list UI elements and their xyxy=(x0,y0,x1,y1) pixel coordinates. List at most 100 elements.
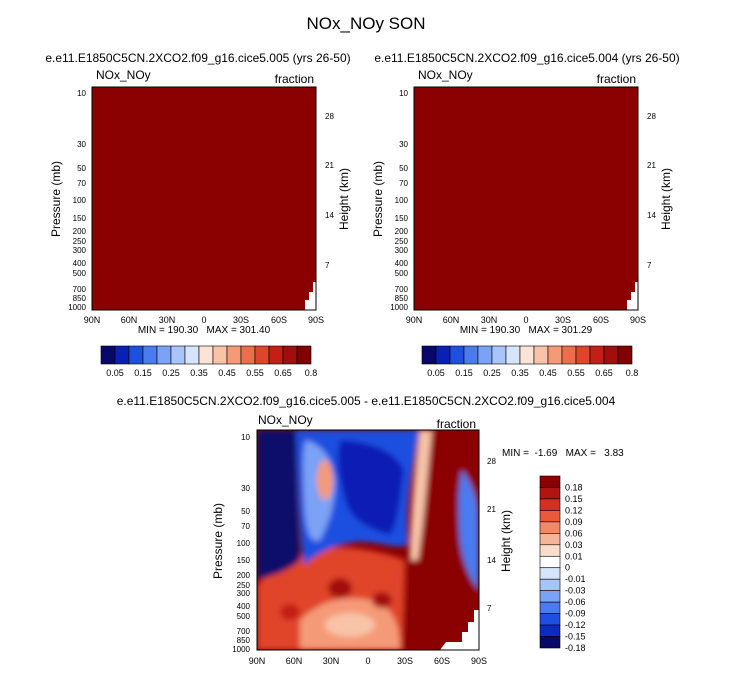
diff-region-strat-orange xyxy=(317,460,333,500)
panel-case1-ktick-21: 21 xyxy=(325,161,334,170)
colorbar-case2-label: 0.55 xyxy=(567,368,585,378)
panel-case2-ptick-10: 10 xyxy=(399,89,408,98)
panel-diff-ptick-700: 700 xyxy=(237,627,251,636)
panel-case2-pressure-label: Pressure (mb) xyxy=(371,161,385,237)
panel-diff-ptick-200: 200 xyxy=(237,571,251,580)
colorbar-diff-label: 0.06 xyxy=(565,528,583,538)
colorbar-case1-label: 0.25 xyxy=(162,368,180,378)
panel-diff-xtick-30n: 30N xyxy=(323,656,340,666)
panel-diff-variable-label: NOx_NOy xyxy=(258,413,313,427)
diff-region-south-blue xyxy=(458,470,479,590)
panel-case2: e.e11.E1850C5CN.2XCO2.f09_g16.cice5.004 … xyxy=(371,51,680,336)
panel-case2-minmax: MIN = 190.30 MAX = 301.29 xyxy=(460,325,593,336)
panel-case2-units-label: fraction xyxy=(597,72,636,86)
panel-diff-xtick-0: 0 xyxy=(365,656,370,666)
panel-case1-subtitle: e.e11.E1850C5CN.2XCO2.f09_g16.cice5.005 … xyxy=(45,51,350,65)
colorbar-diff-label: -0.01 xyxy=(565,574,586,584)
colorbar-case2-label: 0.15 xyxy=(455,368,473,378)
panel-diff-ptick-10: 10 xyxy=(241,433,250,442)
panel-case1-height-label: Height (km) xyxy=(337,168,351,230)
panel-case1-ptick-150: 150 xyxy=(73,214,87,223)
panel-case2-xtick-30s: 30S xyxy=(555,315,571,325)
panel-case1-xtick-90n: 90N xyxy=(84,315,101,325)
colorbar-diff-label: 0.09 xyxy=(565,517,583,527)
panel-diff-ptick-70: 70 xyxy=(241,522,250,531)
panel-case1-xtick-30s: 30S xyxy=(233,315,249,325)
diff-region-polar-blue xyxy=(257,430,300,580)
diff-region-strat-darkblue xyxy=(337,440,404,535)
colorbar-diff-label: -0.06 xyxy=(565,597,586,607)
colorbar-case2-label: 0.8 xyxy=(626,368,639,378)
panel-case1-ptick-30: 30 xyxy=(77,140,86,149)
panel-case1-frame xyxy=(91,86,317,311)
panel-diff-ptick-100: 100 xyxy=(237,539,251,548)
panel-case2-ptick-400: 400 xyxy=(395,259,409,268)
colorbar-diff-swatch xyxy=(539,624,561,637)
panel-case1-height-ticks: 28 21 14 7 xyxy=(325,112,334,270)
colorbar-case2-label: 0.45 xyxy=(539,368,557,378)
colorbar-diff-label: 0.18 xyxy=(565,482,583,492)
colorbar-case1-swatch xyxy=(100,345,116,365)
panel-diff: e.e11.E1850C5CN.2XCO2.f09_g16.cice5.005 … xyxy=(117,394,624,666)
panel-diff-x-ticks: 90N 60N 30N 0 30S 60S 90S xyxy=(249,656,487,666)
panel-case1-ptick-200: 200 xyxy=(73,227,87,236)
colorbar-case2-label: 0.05 xyxy=(427,368,445,378)
panel-case1-x-ticks: 90N 60N 30N 0 30S 60S 90S xyxy=(84,315,324,325)
panel-diff-xtick-60s: 60S xyxy=(434,656,450,666)
panel-diff-pressure-label: Pressure (mb) xyxy=(211,503,225,579)
colorbar-case1: 0.05 0.15 0.25 0.35 0.45 0.55 0.65 0.8 xyxy=(100,345,317,378)
panel-case2-ptick-700: 700 xyxy=(395,285,409,294)
panel-case2-xtick-0: 0 xyxy=(523,315,528,325)
panel-case2-ptick-100: 100 xyxy=(395,196,409,205)
colorbar-diff-swatch xyxy=(539,498,561,511)
panel-case2-xtick-60s: 60S xyxy=(593,315,609,325)
colorbar-diff-swatch xyxy=(539,475,561,488)
colorbar-case2-swatch xyxy=(505,345,521,365)
colorbar-case2-swatch xyxy=(421,345,437,365)
colorbar-case1-swatch xyxy=(296,345,312,365)
panel-diff-field xyxy=(257,430,479,650)
panel-case2-ptick-250: 250 xyxy=(395,237,409,246)
colorbar-diff-swatch xyxy=(539,555,561,569)
panel-case2-ktick-7: 7 xyxy=(647,261,652,270)
panel-case1-xtick-0: 0 xyxy=(201,315,206,325)
panel-case1-ktick-7: 7 xyxy=(325,261,330,270)
panel-diff-ptick-50: 50 xyxy=(241,507,250,516)
panel-case2-variable-label: NOx_NOy xyxy=(418,68,473,82)
panel-case1: e.e11.E1850C5CN.2XCO2.f09_g16.cice5.005 … xyxy=(45,51,351,336)
colorbar-case1-swatch xyxy=(128,345,144,365)
panel-diff-ptick-250: 250 xyxy=(237,581,251,590)
colorbar-case1-swatch xyxy=(282,345,298,365)
colorbar-diff-swatch xyxy=(539,578,561,591)
panel-diff-minmax: MIN = -1.69 MAX = 3.83 xyxy=(502,448,624,459)
panel-diff-height-label: Height (km) xyxy=(499,510,513,572)
colorbar-diff-label: 0.12 xyxy=(565,505,583,515)
colorbar-case1-swatch xyxy=(240,345,256,365)
panel-diff-xtick-30s: 30S xyxy=(397,656,413,666)
panel-diff-ptick-150: 150 xyxy=(237,556,251,565)
panel-diff-ptick-850: 850 xyxy=(237,636,251,645)
colorbar-case1-swatch xyxy=(142,345,158,365)
panel-diff-ptick-500: 500 xyxy=(237,612,251,621)
panel-case1-ktick-28: 28 xyxy=(325,112,334,121)
panel-case1-variable-label: NOx_NOy xyxy=(96,68,151,82)
colorbar-case2-swatch xyxy=(435,345,451,365)
panel-case2-field xyxy=(414,87,638,310)
colorbar-case2-label: 0.65 xyxy=(595,368,613,378)
colorbar-diff-label: -0.18 xyxy=(565,643,586,653)
colorbar-case1-swatch xyxy=(254,345,270,365)
colorbar-case1-label: 0.15 xyxy=(134,368,152,378)
colorbar-case1-swatch xyxy=(156,345,172,365)
colorbar-case1-label: 0.45 xyxy=(218,368,236,378)
panel-diff-pressure-ticks: 10 30 50 70 100 150 200 250 300 400 500 … xyxy=(232,433,250,654)
colorbar-case2-swatch xyxy=(477,345,493,365)
colorbar-case2-swatch xyxy=(603,345,619,365)
panel-case1-pressure-label: Pressure (mb) xyxy=(49,161,63,237)
panel-case2-ptick-30: 30 xyxy=(399,140,408,149)
colorbar-case2-swatch xyxy=(533,345,549,365)
figure-title: NOx_NOy SON xyxy=(306,14,425,33)
colorbar-case1-swatch xyxy=(170,345,186,365)
panel-case2-ptick-500: 500 xyxy=(395,269,409,278)
panel-diff-subtitle: e.e11.E1850C5CN.2XCO2.f09_g16.cice5.005 … xyxy=(117,394,616,408)
